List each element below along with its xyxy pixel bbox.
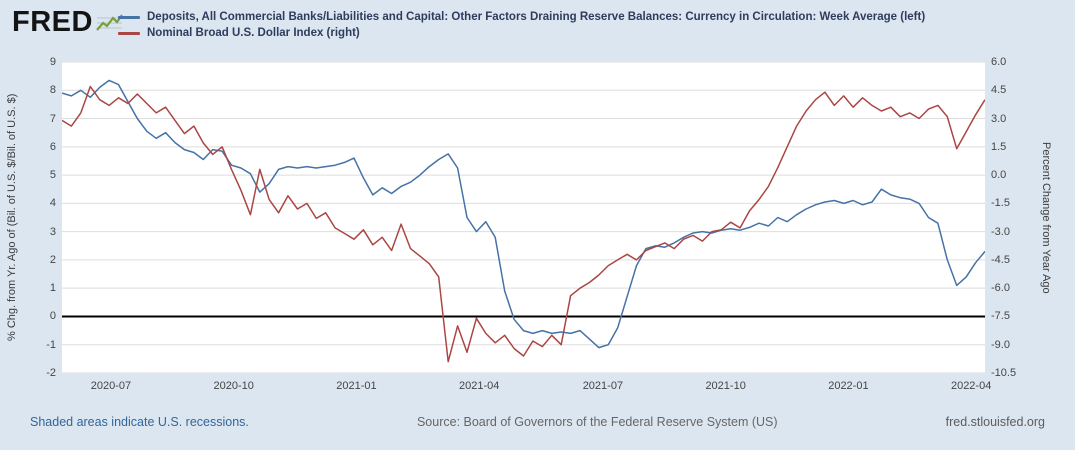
right-axis-tick-label: 4.5 (991, 84, 1007, 97)
chart-canvas (62, 62, 985, 373)
legend-swatch-red (118, 31, 140, 35)
left-axis-tick-label: 8 (49, 84, 56, 97)
right-axis-tick-label: -9.0 (991, 338, 1010, 351)
left-axis-tick-label: 0 (49, 310, 56, 323)
right-axis-tick-label: -3.0 (991, 225, 1010, 238)
left-axis-tick-label: 1 (49, 282, 56, 295)
series-line-dollar-index (62, 85, 985, 363)
left-axis-tick-label: 4 (49, 197, 56, 210)
legend: Deposits, All Commercial Banks/Liabiliti… (118, 9, 925, 41)
fred-logo[interactable]: FRED (12, 6, 123, 38)
legend-label-deposits: Deposits, All Commercial Banks/Liabiliti… (147, 11, 926, 23)
fred-logo-text: FRED (12, 6, 93, 38)
x-axis-tick-label: 2021-07 (582, 380, 624, 392)
footer: Shaded areas indicate U.S. recessions. S… (30, 415, 1045, 429)
right-axis-tick-label: -4.5 (991, 253, 1010, 266)
left-axis-tick-label: 7 (49, 112, 56, 125)
series-line-deposits-currency (62, 79, 985, 349)
legend-item-dollar-index: Nominal Broad U.S. Dollar Index (right) (118, 25, 925, 41)
left-axis-tick-label: -2 (46, 367, 56, 379)
x-axis-tick-label: 2020-10 (213, 380, 254, 392)
left-axis-tick-label: 2 (49, 253, 56, 266)
left-axis-tick-label: 9 (49, 56, 56, 68)
right-axis-tick-label: -1.5 (991, 197, 1010, 210)
left-axis-tick-label: -1 (46, 338, 56, 351)
recessions-note-link[interactable]: Shaded areas indicate U.S. recessions. (30, 415, 249, 429)
right-axis-tick-label: -10.5 (991, 367, 1017, 379)
x-axis-tick-label: 2021-10 (705, 380, 746, 392)
x-axis-tick-label: 2021-01 (336, 380, 377, 392)
right-axis-title: Percent Change from Year Ago (1040, 141, 1052, 294)
right-axis-tick-label: -7.5 (991, 310, 1010, 323)
right-axis-tick-label: -6.0 (991, 282, 1010, 295)
x-axis-tick-label: 2020-07 (90, 380, 132, 392)
legend-swatch-blue (118, 15, 140, 19)
source-text: Source: Board of Governors of the Federa… (416, 415, 778, 429)
x-axis-tick-label: 2022-01 (828, 380, 869, 392)
legend-label-dollar-index: Nominal Broad U.S. Dollar Index (right) (147, 27, 360, 39)
right-axis-tick-label: 6.0 (991, 56, 1007, 68)
plot-area (62, 62, 985, 373)
x-axis-tick-label: 2022-04 (950, 380, 992, 392)
x-axis-tick-label: 2021-04 (459, 380, 500, 392)
left-axis-tick-label: 6 (49, 140, 56, 153)
right-axis-tick-label: 0.0 (991, 169, 1007, 182)
fred-logo-chart-icon (96, 14, 123, 31)
left-axis-tick-label: 3 (49, 225, 56, 238)
right-axis-tick-label: 1.5 (991, 140, 1007, 153)
left-axis-tick-label: 5 (49, 169, 56, 182)
left-axis-title: % Chg. from Yr. Ago of (Bil. of U.S. $/B… (6, 93, 18, 342)
right-axis-tick-label: 3.0 (991, 112, 1007, 125)
fred-site-link[interactable]: fred.stlouisfed.org (945, 415, 1045, 429)
legend-item-deposits: Deposits, All Commercial Banks/Liabiliti… (118, 9, 925, 25)
